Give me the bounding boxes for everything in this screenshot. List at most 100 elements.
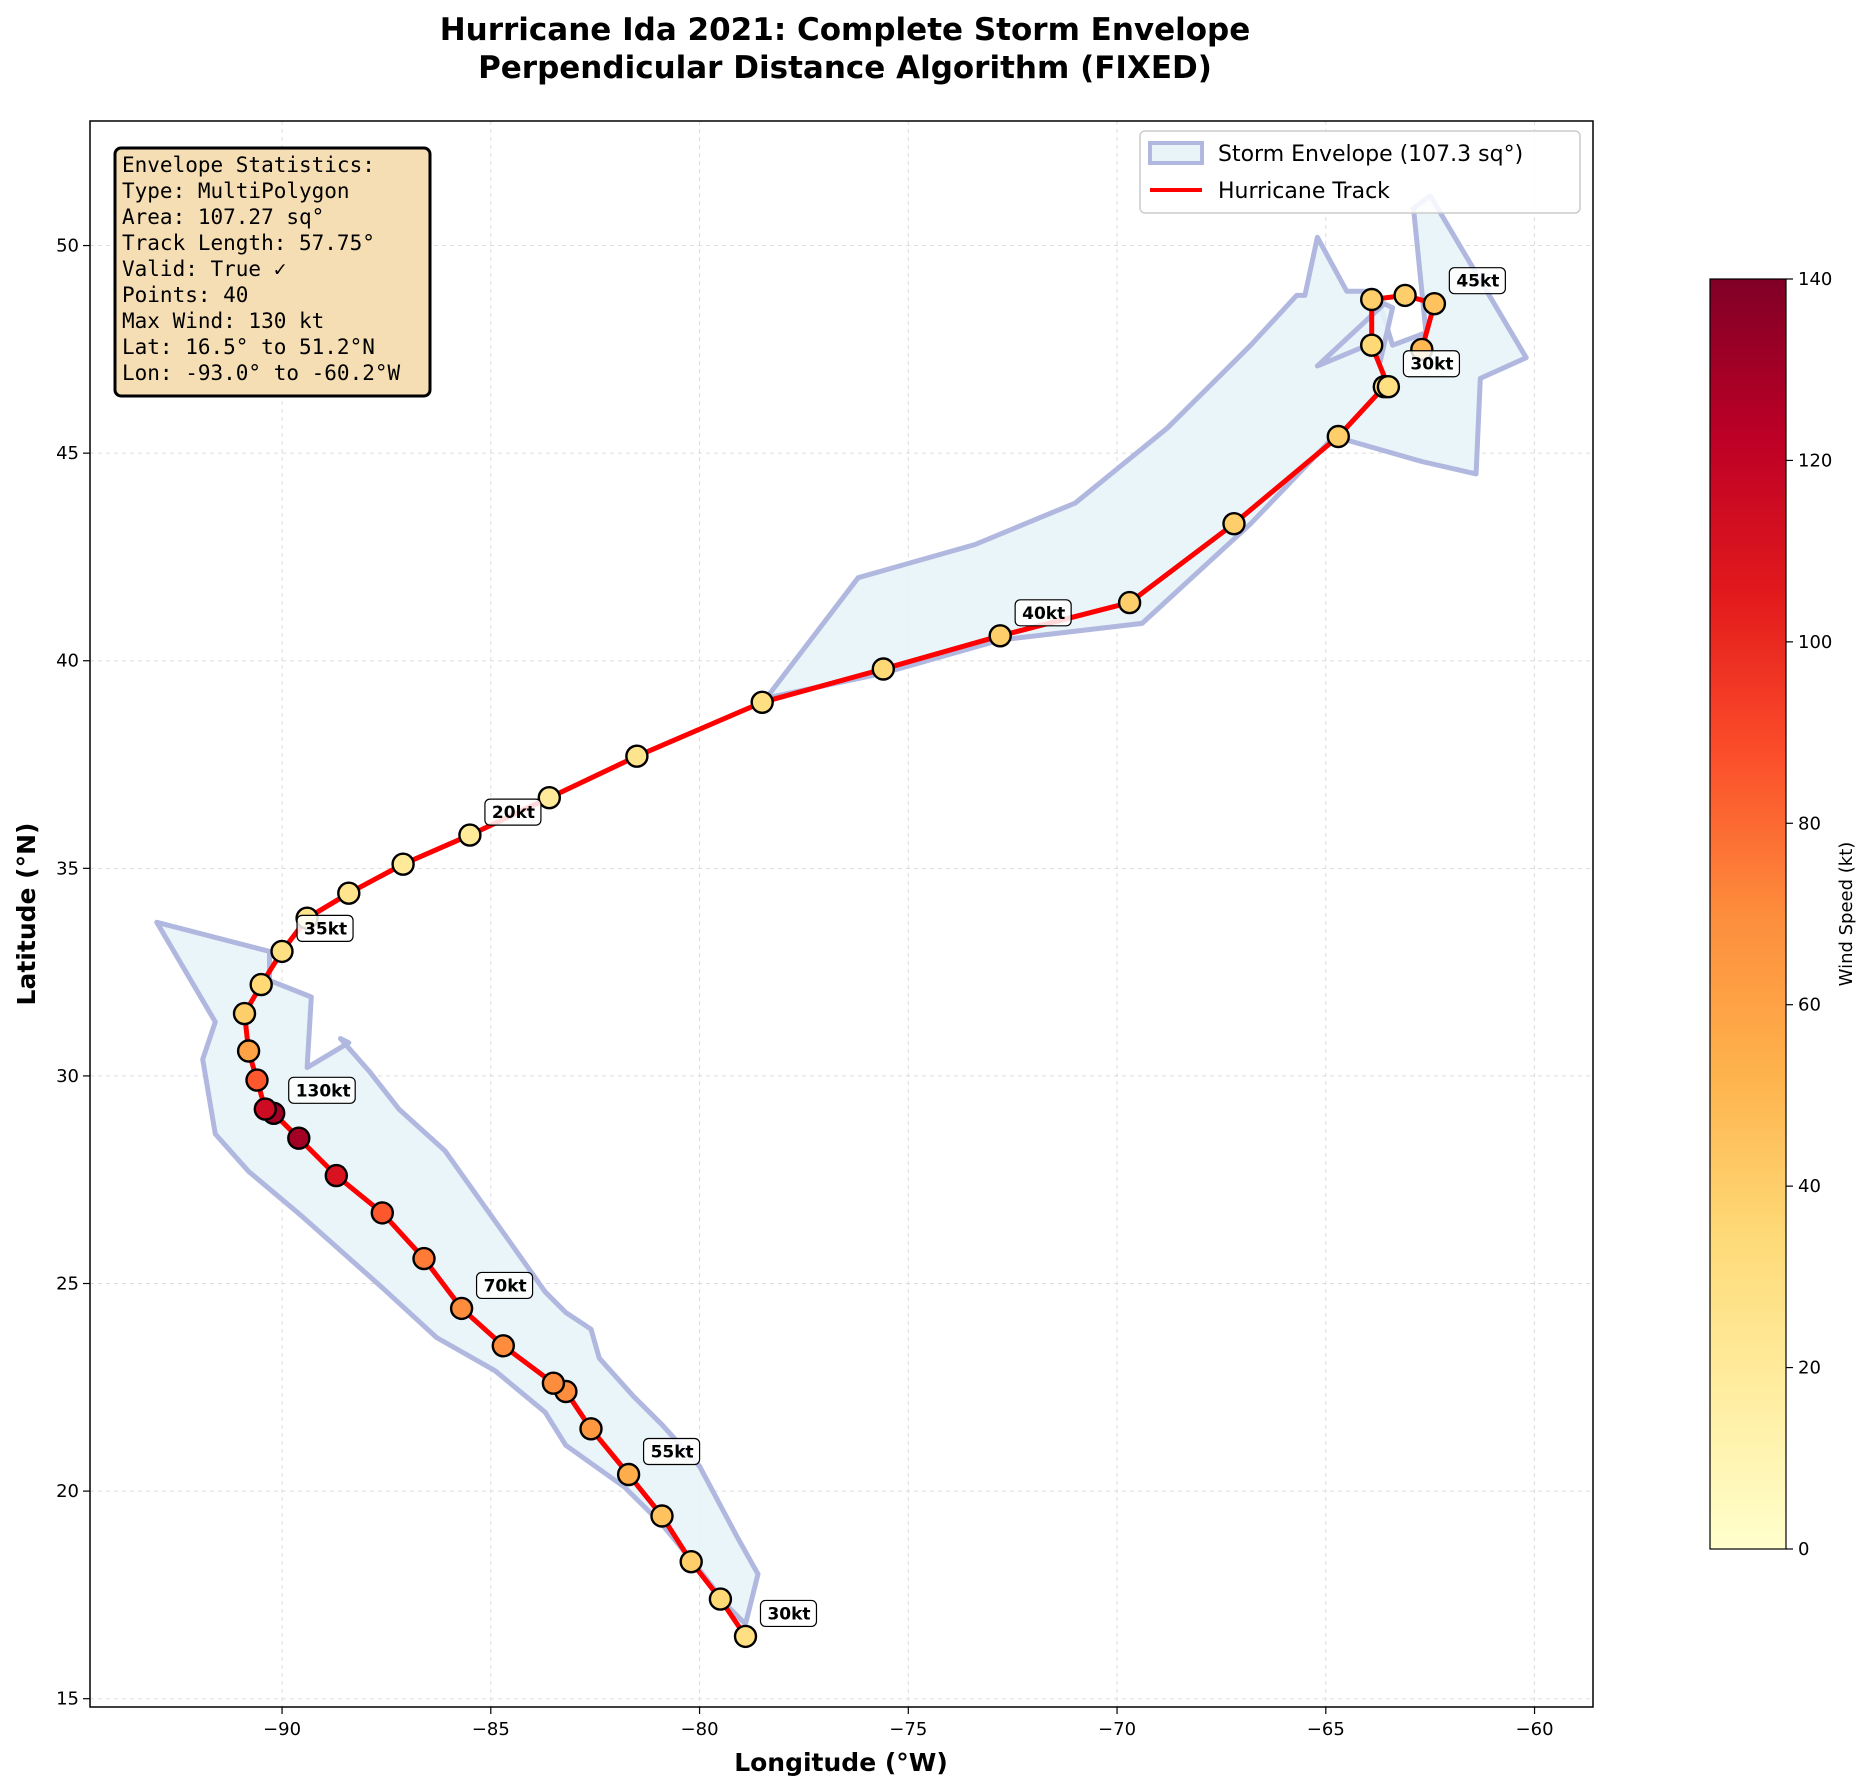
y-tick-label: 30 xyxy=(56,1066,79,1087)
track-point xyxy=(245,1068,269,1092)
track-point xyxy=(1376,375,1401,399)
track-point xyxy=(1393,283,1417,308)
track-point xyxy=(287,1126,311,1150)
x-tick-label: −80 xyxy=(681,1719,719,1740)
stats-line: Track Length: 57.75° xyxy=(122,231,375,255)
x-tick-label: −85 xyxy=(472,1719,510,1740)
annotation-box xyxy=(475,1271,534,1300)
annotation-box xyxy=(1014,599,1072,627)
track-point xyxy=(1359,287,1384,312)
colorbar-tick-label: 140 xyxy=(1798,269,1832,290)
colorbar: 0 20 40 60 80 100 120 140 Wind Speed (kt) xyxy=(1709,269,1857,1560)
colorbar-tick-label: 0 xyxy=(1798,1539,1809,1560)
legend-track-label: Hurricane Track xyxy=(1218,179,1390,204)
x-tick-label: −70 xyxy=(1098,1719,1136,1740)
annotation-box xyxy=(759,1599,818,1628)
colorbar-tick-label: 120 xyxy=(1798,450,1832,471)
colorbar-tick-label: 20 xyxy=(1798,1358,1821,1379)
y-tick-label: 20 xyxy=(56,1481,79,1502)
annotation-label: 20kt xyxy=(492,803,535,823)
annotation-box xyxy=(642,1437,701,1466)
track-point xyxy=(679,1549,703,1574)
track-point xyxy=(458,823,482,847)
annotation-label: 45kt xyxy=(1456,272,1499,292)
y-tick-label: 25 xyxy=(56,1274,79,1295)
annotation: 130kt xyxy=(288,1076,356,1104)
y-tick-label: 15 xyxy=(56,1689,79,1710)
stats-line: Lon: -93.0° to -60.2°W xyxy=(122,361,401,385)
legend-envelope-swatch xyxy=(1148,141,1204,165)
x-axis-label: Longitude (°W) xyxy=(734,1748,948,1777)
stats-line: Valid: True ✓ xyxy=(122,257,286,281)
annotation-label: 30kt xyxy=(767,1604,810,1624)
track-point xyxy=(579,1417,603,1441)
track-point xyxy=(750,690,774,714)
colorbar-gradient xyxy=(1709,278,1787,1550)
track-point xyxy=(1422,292,1447,316)
stats-line: Lat: 16.5° to 51.2°N xyxy=(122,335,375,359)
y-axis-label: Latitude (°N) xyxy=(12,823,41,1006)
stats-box: Envelope Statistics: Type: MultiPolygon … xyxy=(113,146,432,398)
track-point xyxy=(370,1201,394,1225)
annotation-label: 30kt xyxy=(1410,355,1453,375)
annotation: 40kt xyxy=(1014,599,1072,627)
annotation: 30kt xyxy=(1402,350,1461,378)
wind-annotations: 30kt 55kt 70kt 130kt 35kt 20kt 40kt 30kt 45kt xyxy=(288,267,1506,1628)
track-point xyxy=(708,1587,733,1611)
track-point xyxy=(270,939,294,964)
track-point xyxy=(541,1371,566,1395)
colorbar-tick-label: 40 xyxy=(1798,1176,1821,1197)
y-axis-ticks: 15 20 25 30 35 40 45 50 xyxy=(56,236,90,1710)
track-point xyxy=(324,1163,348,1188)
track-point xyxy=(988,624,1012,648)
annotation: 70kt xyxy=(475,1271,534,1300)
stats-line: Area: 107.27 sq° xyxy=(122,205,324,229)
x-tick-label: −75 xyxy=(889,1719,927,1740)
annotation-label: 35kt xyxy=(304,919,347,939)
track-point xyxy=(650,1504,674,1528)
x-tick-label: −90 xyxy=(263,1719,301,1740)
track-point xyxy=(733,1624,758,1649)
y-tick-label: 40 xyxy=(56,651,79,672)
track-point xyxy=(253,1097,277,1121)
track-point xyxy=(616,1462,641,1487)
track-point xyxy=(1326,424,1351,449)
annotation-box xyxy=(1402,350,1461,378)
stats-line: Envelope Statistics: xyxy=(122,153,375,177)
colorbar-ticks: 0 20 40 60 80 100 120 140 xyxy=(1786,269,1832,1560)
annotation: 20kt xyxy=(484,798,542,826)
colorbar-tick-label: 80 xyxy=(1798,813,1821,834)
annotation-label: 130kt xyxy=(296,1081,351,1101)
colorbar-label: Wind Speed (kt) xyxy=(1836,842,1857,987)
track-point xyxy=(1359,333,1384,357)
track-point xyxy=(625,744,649,768)
stats-box-background xyxy=(113,146,432,398)
annotation-box xyxy=(1448,267,1506,295)
annotation: 30kt xyxy=(759,1599,818,1628)
track-point xyxy=(871,657,895,681)
chart-subtitle: Perpendicular Distance Algorithm (FIXED) xyxy=(478,50,1212,86)
track-point xyxy=(1117,590,1142,615)
annotation: 35kt xyxy=(296,914,354,942)
track-points xyxy=(232,283,1447,1649)
chart-title: Hurricane Ida 2021: Complete Storm Envel… xyxy=(440,12,1251,48)
track-point xyxy=(337,881,361,905)
y-tick-label: 35 xyxy=(56,858,79,879)
track-point xyxy=(236,1039,261,1063)
legend-envelope-label: Storm Envelope (107.3 sq°) xyxy=(1218,142,1523,167)
track-point xyxy=(537,786,561,810)
annotation-box xyxy=(288,1076,356,1104)
track-point xyxy=(1222,512,1246,536)
stats-line: Max Wind: 130 kt xyxy=(122,309,324,333)
annotation-box xyxy=(296,914,354,942)
y-tick-label: 50 xyxy=(56,236,79,257)
stats-line: Type: MultiPolygon xyxy=(122,179,350,203)
colorbar-tick-label: 100 xyxy=(1798,632,1832,653)
y-tick-label: 45 xyxy=(56,443,79,464)
x-tick-label: −65 xyxy=(1307,1719,1345,1740)
track-point xyxy=(491,1334,515,1358)
legend: Storm Envelope (107.3 sq°) Hurricane Tra… xyxy=(1139,130,1581,214)
stats-line: Points: 40 xyxy=(122,283,248,307)
annotation: 55kt xyxy=(642,1437,701,1466)
